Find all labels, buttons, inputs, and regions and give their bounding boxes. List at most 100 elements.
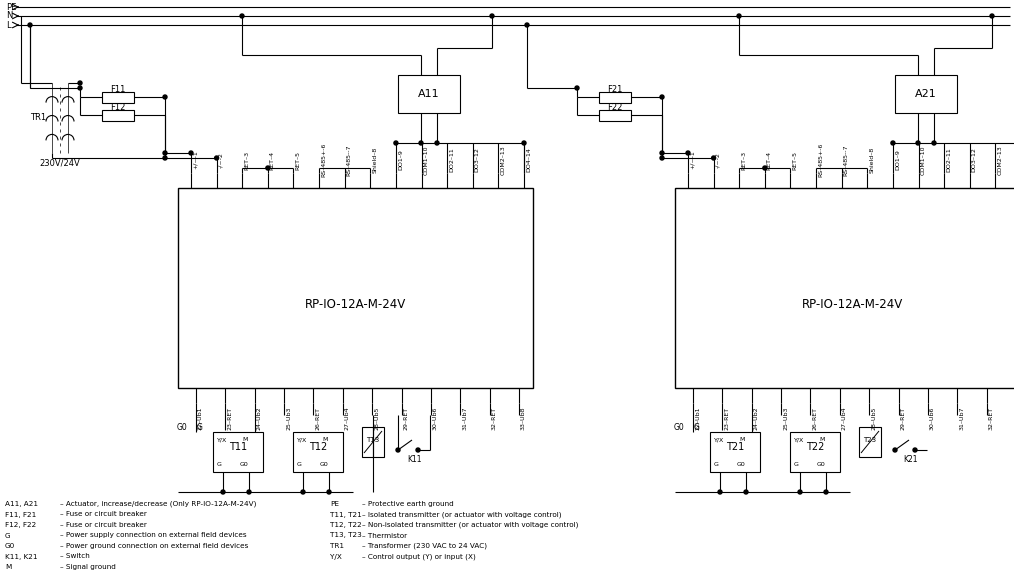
Text: DO4–14: DO4–14 — [526, 147, 531, 173]
Text: RET–3: RET–3 — [244, 150, 249, 170]
Text: RET–4: RET–4 — [270, 150, 275, 170]
Circle shape — [78, 86, 82, 90]
Text: T11, T21: T11, T21 — [330, 511, 362, 518]
Circle shape — [712, 156, 716, 160]
Circle shape — [990, 14, 994, 18]
Bar — [675, 188, 1014, 388]
Bar — [895, 75, 957, 113]
Text: G0: G0 — [673, 424, 684, 432]
Text: Y/X: Y/X — [714, 437, 724, 442]
Text: DO2–11: DO2–11 — [946, 147, 951, 173]
Text: F22: F22 — [607, 102, 623, 112]
Text: G0: G0 — [320, 462, 329, 467]
Text: T22: T22 — [806, 442, 824, 452]
Text: F11: F11 — [111, 84, 126, 94]
Bar — [178, 188, 533, 388]
Bar — [790, 432, 840, 472]
Text: – Power ground connection on external field devices: – Power ground connection on external fi… — [60, 543, 248, 549]
Text: 33–Ub8: 33–Ub8 — [521, 406, 526, 430]
Text: Shield–8: Shield–8 — [869, 147, 874, 173]
Text: +/~-1: +/~-1 — [690, 150, 695, 170]
Text: 28–Ub5: 28–Ub5 — [871, 407, 876, 430]
Text: M: M — [739, 437, 744, 442]
Text: – Signal ground: – Signal ground — [60, 564, 116, 570]
Text: +/~-1: +/~-1 — [193, 150, 198, 170]
Text: T21: T21 — [726, 442, 744, 452]
Circle shape — [824, 490, 828, 494]
Text: G: G — [217, 462, 222, 467]
Text: 22–Ub1: 22–Ub1 — [695, 406, 700, 430]
Text: RET–4: RET–4 — [767, 150, 772, 170]
Text: RET–5: RET–5 — [793, 150, 797, 170]
Bar — [102, 109, 134, 121]
Text: 27–Ub4: 27–Ub4 — [345, 406, 350, 430]
Text: 30–Ub6: 30–Ub6 — [930, 407, 935, 430]
Text: DO1–9: DO1–9 — [397, 150, 403, 170]
Text: – Thermistor: – Thermistor — [362, 532, 408, 539]
Circle shape — [189, 151, 193, 155]
Circle shape — [435, 141, 439, 145]
Circle shape — [916, 141, 920, 145]
Text: RP-IO-12A-M-24V: RP-IO-12A-M-24V — [802, 298, 903, 311]
Circle shape — [396, 448, 400, 452]
Circle shape — [266, 166, 270, 170]
Text: -/~-2: -/~-2 — [716, 152, 721, 168]
Circle shape — [522, 141, 526, 145]
Text: 29–RET: 29–RET — [404, 407, 409, 429]
Text: G: G — [794, 462, 799, 467]
Text: -/~-2: -/~-2 — [219, 152, 224, 168]
Text: PE: PE — [6, 2, 16, 12]
Text: – Control output (Y) or input (X): – Control output (Y) or input (X) — [362, 553, 476, 560]
Bar — [599, 109, 631, 121]
Text: T12, T22: T12, T22 — [330, 522, 362, 528]
Text: – Transformer (230 VAC to 24 VAC): – Transformer (230 VAC to 24 VAC) — [362, 543, 487, 549]
Text: 26–RET: 26–RET — [812, 407, 817, 429]
Text: F12: F12 — [111, 102, 126, 112]
Circle shape — [327, 490, 331, 494]
Circle shape — [419, 141, 423, 145]
Circle shape — [798, 490, 802, 494]
Text: – Actuator, increase/decrease (Only RP-IO-12A-M-24V): – Actuator, increase/decrease (Only RP-I… — [60, 501, 257, 507]
Text: 23–RET: 23–RET — [227, 407, 232, 429]
Text: G: G — [197, 424, 203, 432]
Circle shape — [660, 156, 664, 160]
Text: T23: T23 — [864, 437, 876, 443]
Text: L: L — [6, 20, 10, 29]
Text: A11: A11 — [418, 89, 440, 99]
Text: G: G — [5, 532, 10, 539]
Text: RS–485+-6: RS–485+-6 — [818, 143, 823, 177]
Circle shape — [221, 490, 225, 494]
Circle shape — [660, 95, 664, 99]
Text: – Switch: – Switch — [60, 553, 90, 559]
Circle shape — [490, 14, 494, 18]
Circle shape — [891, 141, 895, 145]
Bar — [599, 91, 631, 102]
Text: M: M — [5, 564, 11, 570]
Text: Y/X: Y/X — [297, 437, 307, 442]
Circle shape — [660, 151, 664, 155]
Text: – Non-isolated transmitter (or actuator with voltage control): – Non-isolated transmitter (or actuator … — [362, 522, 578, 528]
Text: T13, T23: T13, T23 — [330, 532, 362, 539]
Circle shape — [932, 141, 936, 145]
Text: Shield–8: Shield–8 — [372, 147, 377, 173]
Text: 31–Ub7: 31–Ub7 — [462, 406, 467, 430]
Circle shape — [28, 23, 32, 27]
Text: RP-IO-12A-M-24V: RP-IO-12A-M-24V — [305, 298, 407, 311]
Text: DO3–12: DO3–12 — [475, 147, 480, 173]
Text: COM2–13: COM2–13 — [998, 145, 1003, 175]
Text: 25–Ub3: 25–Ub3 — [783, 406, 788, 430]
Text: G0: G0 — [240, 462, 248, 467]
Text: COM1–10: COM1–10 — [921, 145, 926, 175]
Text: T13: T13 — [366, 437, 379, 443]
Circle shape — [744, 490, 748, 494]
Text: 22–Ub1: 22–Ub1 — [198, 406, 203, 430]
Text: M: M — [322, 437, 328, 442]
Bar — [710, 432, 760, 472]
Text: G: G — [694, 424, 700, 432]
Text: COM2–13: COM2–13 — [500, 145, 505, 175]
Text: 31–Ub7: 31–Ub7 — [959, 406, 964, 430]
Text: – Fuse or circuit breaker: – Fuse or circuit breaker — [60, 511, 147, 518]
Text: COM1–10: COM1–10 — [424, 145, 429, 175]
Circle shape — [240, 14, 244, 18]
Text: G0: G0 — [176, 424, 188, 432]
